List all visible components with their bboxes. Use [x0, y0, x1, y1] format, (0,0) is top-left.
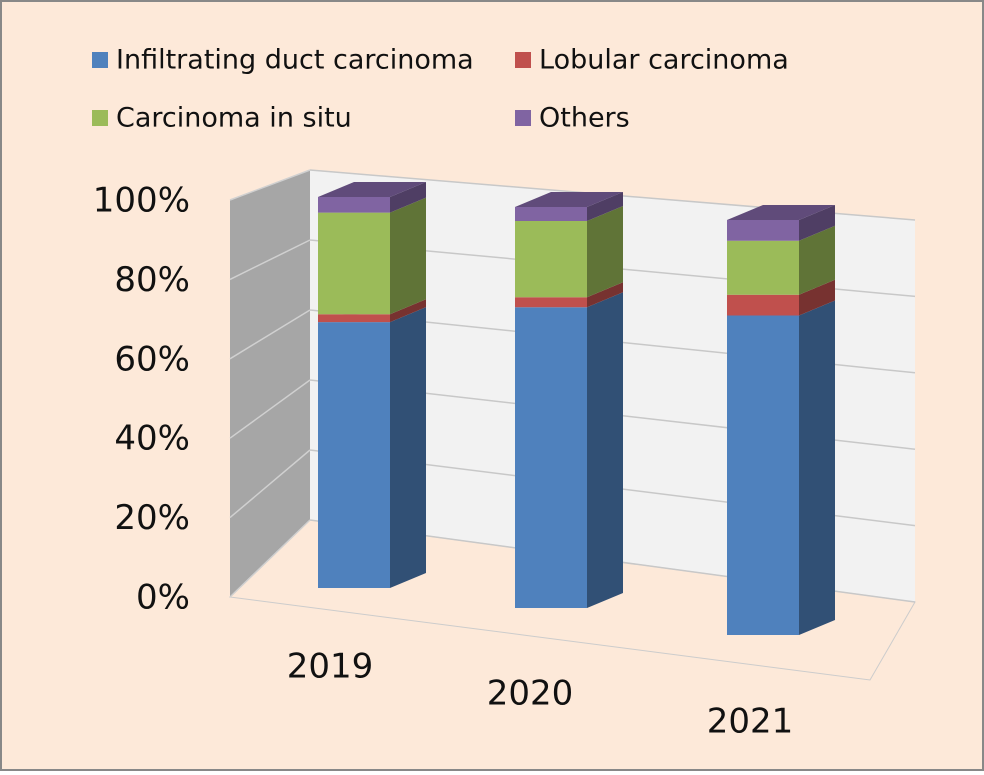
bar-segment — [727, 315, 799, 635]
grid-line — [229, 449, 311, 519]
bar-side — [799, 225, 835, 295]
y-tick-label: 100% — [93, 181, 190, 221]
bar-segment — [515, 307, 587, 608]
bar-side — [587, 206, 623, 298]
x-tick-label: 2021 — [707, 702, 794, 742]
grid-line — [229, 169, 311, 201]
grid-line — [229, 239, 311, 281]
bar-side — [390, 299, 426, 323]
bar-top — [727, 205, 835, 220]
bar-top — [515, 192, 623, 207]
bar-side — [587, 292, 623, 608]
legend-swatch — [515, 110, 531, 126]
bar-segment — [727, 294, 799, 316]
x-tick-label: 2020 — [487, 674, 574, 714]
grid-line — [229, 309, 311, 360]
legend-swatch — [92, 110, 108, 126]
bar-segment — [515, 297, 587, 308]
bar-segment — [318, 212, 390, 315]
legend-label: Lobular carcinoma — [539, 45, 789, 76]
bar-side — [390, 182, 426, 213]
legend-label: Others — [539, 103, 630, 134]
bar-side — [799, 300, 835, 635]
bar-side — [390, 307, 426, 588]
grid-line — [229, 519, 311, 598]
bar-segment — [318, 322, 390, 588]
legend-label: Infiltrating duct carcinoma — [116, 45, 474, 76]
bar-side — [587, 282, 623, 308]
bar-side — [587, 192, 623, 222]
bar-segment — [318, 197, 390, 213]
legend-swatch — [92, 52, 108, 68]
legend-swatch — [515, 52, 531, 68]
bar-side — [799, 279, 835, 316]
y-tick-label: 80% — [114, 260, 190, 300]
bar-top — [318, 182, 426, 197]
x-tick-label: 2019 — [287, 647, 374, 687]
y-tick-label: 0% — [136, 578, 190, 618]
bar-segment — [727, 220, 799, 241]
bar-segment — [515, 207, 587, 222]
legend-label: Carcinoma in situ — [116, 103, 352, 134]
y-tick-label: 40% — [114, 419, 190, 459]
bar-side — [799, 205, 835, 241]
bar-segment — [318, 314, 390, 323]
bar-segment — [515, 221, 587, 298]
y-tick-label: 60% — [114, 339, 190, 379]
left-wall — [230, 170, 310, 597]
bar-side — [390, 197, 426, 315]
y-tick-label: 20% — [114, 498, 190, 538]
grid-line — [229, 379, 311, 439]
bar-segment — [727, 240, 799, 295]
